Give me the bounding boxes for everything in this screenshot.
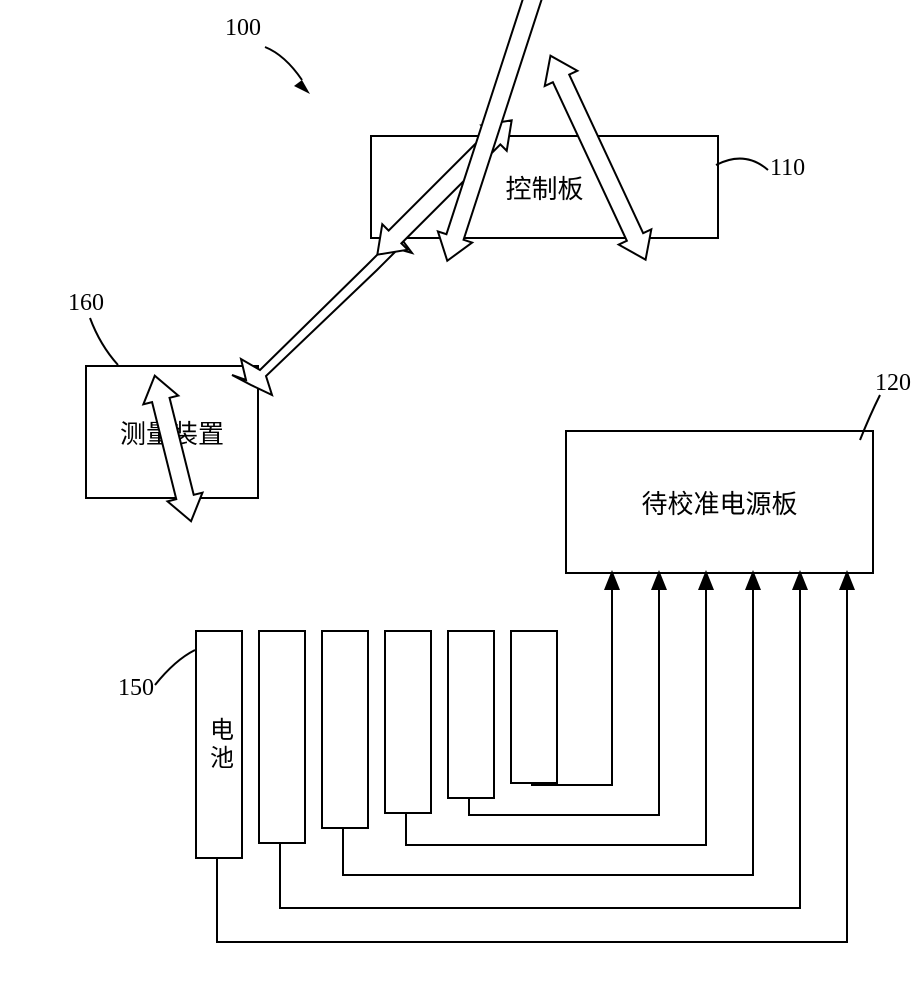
block-arrow-cb-md [232,230,412,395]
battery-box-2 [321,630,369,829]
thin-arrow-bat4 [469,572,659,815]
ref-label-110: 110 [770,155,805,182]
ref-label-100: 100 [225,15,261,42]
control-board-box: 控制板 [370,135,719,239]
battery-box-0: 电池 [195,630,243,859]
ref-label-120: 120 [875,370,911,397]
battery-box-4 [447,630,495,799]
battery-box-5 [510,630,558,784]
power-board-box: 待校准电源板 [565,430,874,574]
leader-150 [155,650,195,685]
power-board-label: 待校准电源板 [641,484,797,521]
measuring-device-box: 测量装置 [85,365,259,499]
leader-100 [265,47,310,94]
leader-110 [716,159,768,170]
battery-box-1 [258,630,306,844]
ref-label-150: 150 [118,675,154,702]
battery-label: 电池 [202,717,237,773]
leader-160 [90,318,118,365]
measuring-device-label: 测量装置 [120,414,224,451]
ref-label-160: 160 [68,290,104,317]
battery-box-3 [384,630,432,814]
control-board-label: 控制板 [505,169,583,206]
